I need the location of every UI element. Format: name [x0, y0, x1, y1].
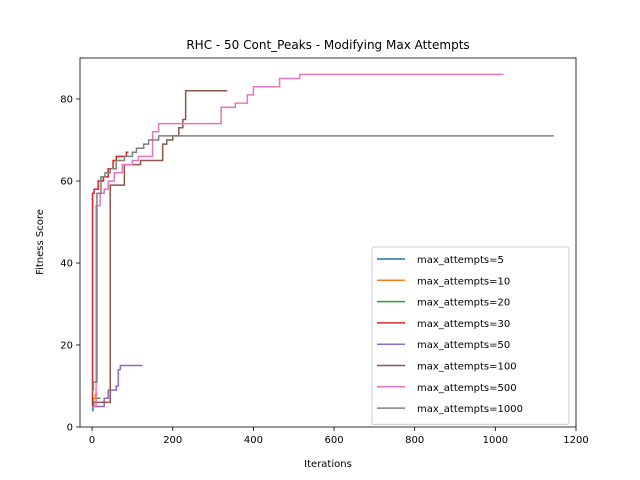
legend-box [371, 246, 570, 425]
x-tick-label: 0 [89, 435, 95, 446]
x-tick-label: 600 [325, 435, 344, 446]
ticks-layer: 0 200 400 600 800 1000 1200 0 20 40 60 80 [60, 95, 588, 447]
chart-title: RHC - 50 Cont_Peaks - Modifying Max Atte… [186, 38, 469, 52]
legend-label: max_attempts=20 [417, 298, 510, 309]
legend-label: max_attempts=100 [417, 362, 517, 373]
series-layer [91, 73, 554, 412]
x-tick-label: 1000 [483, 435, 508, 446]
plot-frame [79, 57, 577, 428]
legend-label: max_attempts=500 [417, 383, 517, 394]
x-tick-label: 800 [405, 435, 424, 446]
y-tick-label: 0 [67, 423, 73, 434]
y-tick-label: 40 [60, 259, 73, 270]
legend-label: max_attempts=5 [417, 255, 504, 266]
series-line-7 [92, 135, 554, 391]
legend: max_attempts=5 max_attempts=10 max_attempt… [371, 246, 570, 425]
series-line-6 [92, 73, 504, 408]
series-line-3 [91, 151, 129, 408]
legend-label: max_attempts=10 [417, 276, 510, 287]
y-tick-label: 80 [60, 95, 73, 106]
y-axis-label: Fitness Score [35, 209, 46, 275]
series-line-5 [92, 90, 228, 404]
x-axis-label: Iterations [304, 459, 352, 470]
x-tick-label: 1200 [563, 435, 588, 446]
series-line-4 [92, 364, 143, 408]
x-tick-label: 200 [163, 435, 182, 446]
legend-label: max_attempts=1000 [417, 404, 523, 415]
y-tick-label: 60 [60, 177, 73, 188]
legend-label: max_attempts=50 [417, 340, 510, 351]
legend-label: max_attempts=30 [417, 319, 510, 330]
x-tick-label: 400 [244, 435, 263, 446]
y-tick-label: 20 [60, 341, 73, 352]
